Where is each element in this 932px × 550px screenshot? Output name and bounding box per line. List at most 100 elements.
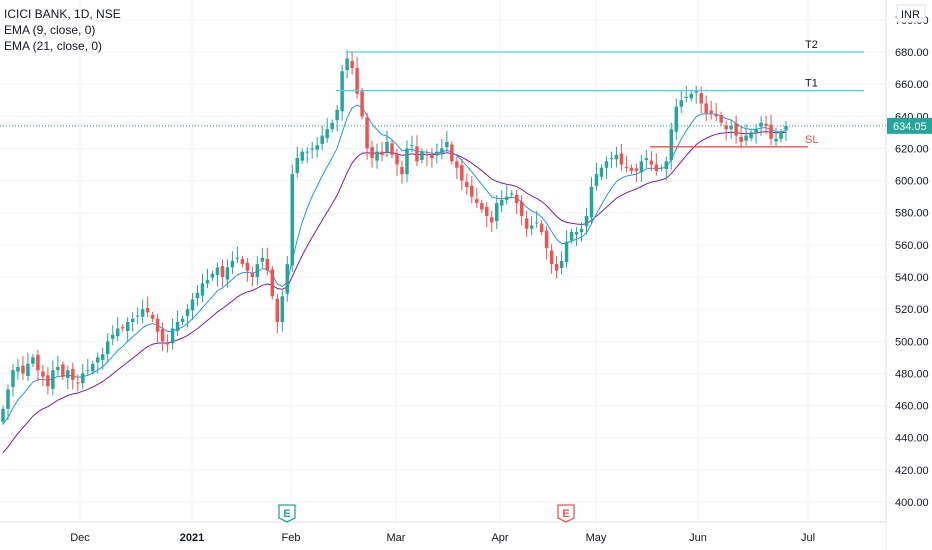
candle-body (295, 158, 299, 173)
candle (395, 148, 399, 176)
last-price-tag (887, 117, 932, 134)
horizontal-levels[interactable]: T2 T1 SL (0, 39, 886, 148)
ema21-line (2, 131, 787, 453)
candle (205, 268, 210, 289)
grid (0, 0, 886, 522)
price-axis[interactable]: 400.00 420.00 440.00 460.00 480.00 500.00 520.… (885, 0, 932, 550)
candle-body (61, 364, 65, 377)
candle (260, 248, 265, 268)
candle (504, 185, 509, 205)
candle-body (66, 370, 70, 378)
candle (455, 156, 459, 179)
legend-symbol[interactable]: ICICI BANK, 1D, NSE (4, 7, 121, 21)
candle (120, 323, 125, 332)
price-tick-label: 400.00 (895, 497, 929, 509)
candle (604, 156, 609, 179)
candle (524, 210, 529, 237)
candle (245, 258, 250, 282)
candle-body (534, 222, 539, 224)
candle (280, 289, 285, 332)
candle (445, 130, 449, 152)
candle-body (270, 269, 275, 297)
candle (589, 177, 594, 224)
candle (11, 363, 15, 397)
candle-body (499, 199, 504, 206)
price-tick-label: 500.00 (895, 336, 929, 348)
candle-body (729, 125, 733, 130)
candle-body (100, 354, 105, 360)
candle-body (704, 103, 708, 114)
candle (694, 85, 698, 104)
candle-body (559, 260, 564, 268)
candle-body (135, 315, 140, 317)
price-tick-label: 420.00 (895, 465, 929, 477)
candle-body (579, 228, 584, 232)
candle (290, 164, 295, 272)
currency-label: INR (901, 9, 920, 21)
candle-body (350, 61, 354, 69)
candle (160, 322, 165, 351)
candle-body (694, 90, 698, 93)
legend-ema9[interactable]: EMA (9, close, 0) (4, 23, 96, 37)
time-tick-label: Mar (387, 532, 406, 544)
candle-body (784, 125, 788, 130)
candle (66, 365, 70, 390)
candle-body (659, 167, 664, 169)
candle (679, 90, 684, 114)
candle (559, 251, 564, 275)
candle-body (205, 280, 210, 284)
candle (470, 176, 474, 204)
candle (355, 56, 359, 99)
candle-body (190, 299, 195, 311)
candle-body (375, 151, 379, 161)
candle (275, 294, 280, 334)
price-tick-label: 480.00 (895, 368, 929, 380)
candle-body (609, 158, 614, 160)
candle-body (21, 365, 25, 374)
candle (225, 259, 230, 288)
candle (639, 154, 644, 182)
candle-body (669, 129, 674, 160)
time-axis[interactable]: Dec 2021 Feb Mar Apr May Jun Jul (0, 521, 886, 550)
candle (195, 285, 200, 307)
candle-body (524, 218, 529, 229)
candle-body (105, 341, 110, 355)
candle (16, 358, 20, 380)
earnings-marker[interactable]: E (557, 504, 575, 523)
candle-body (390, 143, 394, 155)
candle (345, 50, 349, 79)
candle-body (330, 122, 334, 130)
candle-body (604, 161, 609, 168)
candle-body (285, 264, 290, 294)
candle-body (225, 267, 230, 280)
candle (100, 347, 105, 370)
candle (544, 225, 549, 260)
candle (569, 228, 574, 244)
candle (514, 189, 519, 215)
candle-body (639, 161, 644, 173)
candle (330, 119, 334, 133)
candle (180, 315, 185, 326)
candle-body (719, 115, 723, 123)
candle (400, 160, 404, 184)
candle (415, 135, 419, 167)
legend-ema21[interactable]: EMA (21, close, 0) (4, 39, 103, 53)
candle (509, 190, 514, 198)
candle-body (300, 151, 304, 161)
level-label-sl: SL (805, 134, 818, 146)
candle (684, 85, 689, 103)
price-tick-label: 560.00 (895, 240, 929, 252)
candle-body (445, 142, 449, 148)
earnings-marker[interactable]: E (278, 504, 296, 523)
candle-body (410, 145, 414, 147)
level-label-t1: T1 (805, 78, 818, 90)
candle-body (485, 206, 489, 216)
candle (654, 153, 659, 176)
candle-body (36, 354, 40, 371)
candle (564, 230, 569, 268)
candle (539, 220, 544, 236)
price-tick-label: 620.00 (895, 143, 929, 155)
candle-body (385, 142, 389, 153)
